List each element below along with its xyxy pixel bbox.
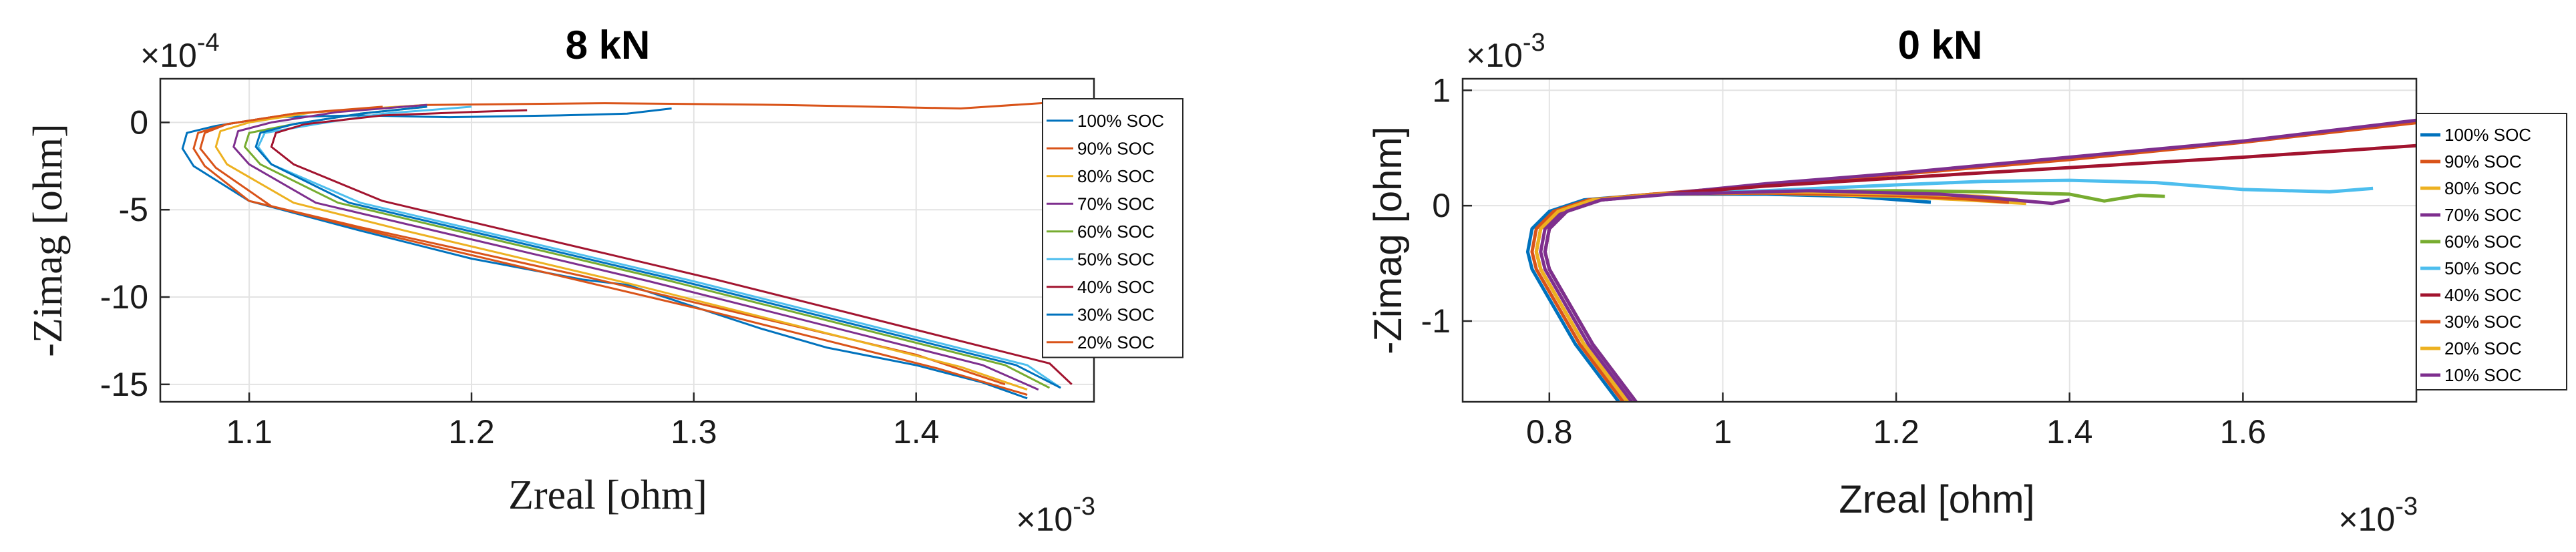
legend-entry: 20% SOC	[1077, 332, 1155, 352]
legend-entry: 80% SOC	[2444, 178, 2522, 198]
y-tick-label: -1	[1421, 302, 1451, 340]
x-tick-label: 1.3	[671, 413, 717, 451]
x-tick-label: 1.6	[2220, 413, 2267, 451]
legend-entry: 70% SOC	[1077, 194, 1155, 214]
legend-entry: 30% SOC	[2444, 312, 2522, 332]
legend-entry: 90% SOC	[2444, 152, 2522, 172]
legend-entry: 80% SOC	[1077, 166, 1155, 186]
y-tick-label: 0	[130, 103, 148, 141]
y-tick-label: 0	[1432, 187, 1451, 224]
plot-area	[1463, 79, 2416, 402]
y-axis-multiplier: ×10-3	[1466, 29, 1545, 74]
chart-title: 0 kN	[1898, 23, 1983, 67]
series-line-20-soc	[199, 105, 1028, 396]
series-group	[181, 98, 1094, 400]
x-tick-label: 1.2	[448, 413, 495, 451]
legend-entry: 10% SOC	[2444, 365, 2522, 385]
x-axis-label: Zreal [ohm]	[508, 473, 707, 518]
y-tick-label: 1	[1432, 71, 1451, 109]
legend-entry: 60% SOC	[1077, 222, 1155, 242]
y-axis-label: -Zimag [ohm]	[25, 123, 71, 357]
x-tick-label: 0.8	[1526, 413, 1573, 451]
y-tick-label: -15	[100, 366, 148, 403]
legend-entry: 30% SOC	[1077, 304, 1155, 324]
legend-entry: 40% SOC	[1077, 277, 1155, 297]
series-line-10-soc	[1543, 189, 2070, 402]
legend-entry: 100% SOC	[2444, 125, 2531, 145]
x-axis-multiplier: ×10-3	[2338, 493, 2418, 538]
legend: 100% SOC 90% SOC 80% SOC 70% SOC 60% SOC 50% …	[2416, 113, 2567, 390]
legend-entry: 90% SOC	[1077, 138, 1155, 158]
series-line-90-soc	[192, 98, 1094, 386]
y-axis-label: -Zimag [ohm]	[1366, 126, 1410, 354]
legend-entry: 100% SOC	[1077, 111, 1164, 131]
legend: 100% SOC 90% SOC 80% SOC 70% SOC 60% SOC 50% …	[1042, 98, 1183, 358]
chart-panel-0kn: 0.8 1 1.2 1.4 1.6 1 0 -1 0 kN Zreal [ohm] -Zimag […	[1366, 23, 2567, 538]
chart-panel-8kn: 1.1 1.2 1.3 1.4 0 -5 -10 -15 8 kN Zreal [ohm] -Zim…	[25, 23, 1183, 538]
x-tick-label: 1.1	[226, 413, 272, 451]
legend-entry: 50% SOC	[1077, 249, 1155, 269]
series-line-50-soc	[257, 105, 1061, 389]
legend-entry: 50% SOC	[2444, 258, 2522, 278]
x-tick-label: 1.2	[1873, 413, 1919, 451]
legend-box	[2416, 113, 2567, 390]
x-axis-label: Zreal [ohm]	[1839, 478, 2034, 521]
legend-entry: 60% SOC	[2444, 232, 2522, 252]
legend-entry: 40% SOC	[2444, 285, 2522, 305]
x-tick-label: 1	[1714, 413, 1732, 451]
legend-entry: 20% SOC	[2444, 338, 2522, 358]
x-tick-label: 1.4	[2046, 413, 2093, 451]
x-tick-label: 1.4	[893, 413, 940, 451]
series-line-80-soc	[214, 103, 1028, 391]
y-tick-label: -10	[100, 278, 148, 316]
chart-title: 8 kN	[566, 23, 651, 67]
series-group	[1525, 118, 2416, 402]
series-line-30-soc	[254, 105, 1061, 389]
y-tick-label: -5	[119, 191, 148, 228]
series-line-40-soc	[270, 109, 1073, 385]
x-axis-multiplier: ×10-3	[1016, 493, 1095, 538]
legend-entry: 70% SOC	[2444, 205, 2522, 225]
series-line-100-soc	[181, 107, 1028, 400]
series-line-70-soc	[232, 103, 1039, 391]
y-axis-multiplier: ×10-4	[140, 29, 220, 74]
